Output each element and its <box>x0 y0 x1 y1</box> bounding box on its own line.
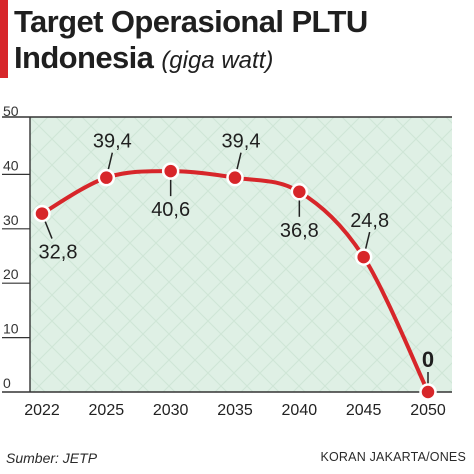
plot-area <box>30 117 452 392</box>
data-label: 0 <box>422 347 434 372</box>
x-tick-label: 2035 <box>217 402 253 419</box>
data-point <box>419 383 437 401</box>
y-tick-label: 20 <box>3 266 19 282</box>
data-label: 40,6 <box>151 199 190 221</box>
data-label: 39,4 <box>93 131 132 153</box>
x-tick-label: 2030 <box>153 402 189 419</box>
graphic-credit: KORAN JAKARTA/ONES <box>320 450 466 464</box>
x-tick-label: 2025 <box>89 402 125 419</box>
y-tick-label: 30 <box>3 212 19 228</box>
title-line-2: Indonesia <box>14 40 154 75</box>
y-tick-label: 0 <box>3 375 11 391</box>
x-tick-label: 2022 <box>24 402 60 419</box>
data-label: 36,8 <box>280 220 319 242</box>
data-label: 39,4 <box>222 131 261 153</box>
chart-title: Target Operasional PLTU Indonesia (giga … <box>14 4 469 79</box>
x-tick-label: 2040 <box>282 402 318 419</box>
x-tick-label: 2045 <box>346 402 382 419</box>
data-point <box>33 204 51 223</box>
title-accent-bar <box>0 0 8 78</box>
data-point <box>354 248 373 266</box>
data-point <box>290 183 309 201</box>
y-tick-label: 50 <box>3 103 19 119</box>
source-note: Sumber: JETP <box>6 450 98 466</box>
y-tick-label: 40 <box>3 157 19 173</box>
title-unit: (giga watt) <box>161 47 274 74</box>
title-line-1: Target Operasional PLTU <box>14 4 368 39</box>
data-point <box>161 162 180 180</box>
data-label: 24,8 <box>350 210 389 232</box>
data-label: 32,8 <box>39 242 78 264</box>
y-tick-label: 10 <box>3 321 19 337</box>
x-tick-label: 2050 <box>410 402 446 419</box>
data-point <box>97 168 116 187</box>
data-labels: 32,8 39,4 40,6 39,4 36,8 24,8 0 <box>33 131 437 401</box>
plot-background <box>30 117 452 392</box>
data-point <box>226 168 244 187</box>
